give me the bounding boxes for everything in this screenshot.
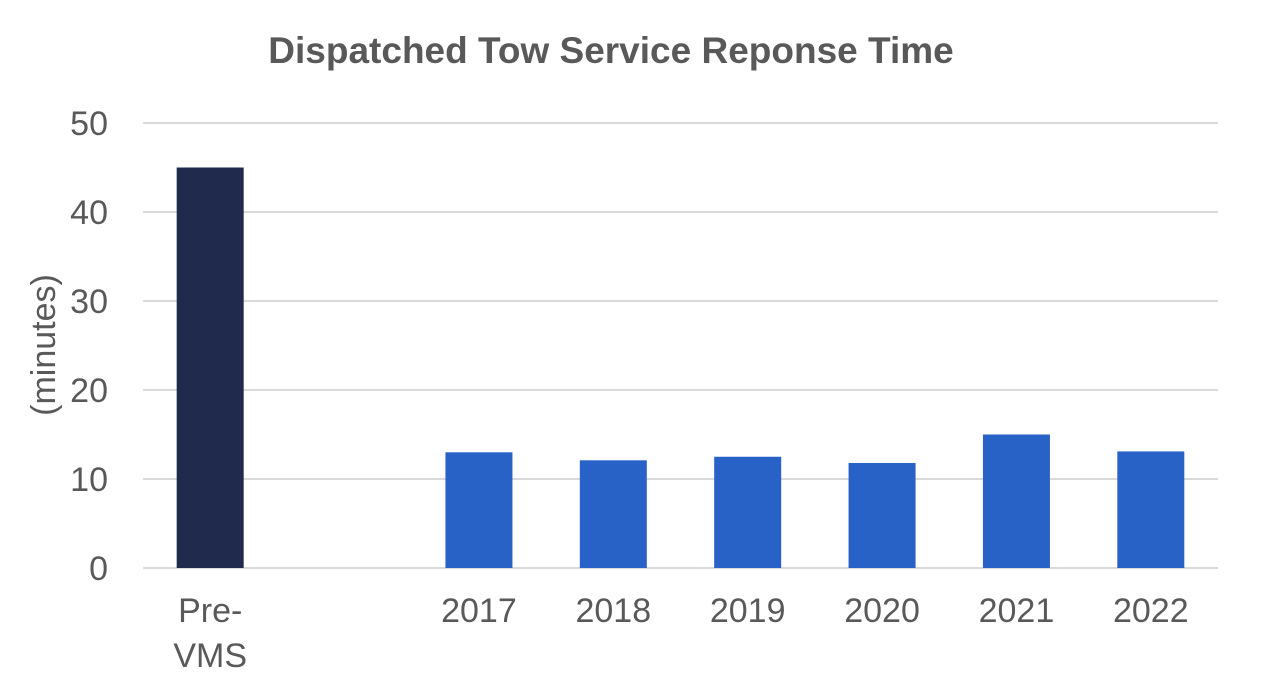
y-tick-label: 10 — [70, 461, 108, 499]
y-tick-label: 20 — [70, 372, 108, 410]
bar-2020 — [848, 462, 916, 568]
chart-title: Dispatched Tow Service Reponse Time — [268, 30, 953, 71]
x-tick-label: 2021 — [979, 592, 1055, 630]
x-tick-label: Pre- — [178, 592, 242, 630]
x-tick-label: 2019 — [710, 592, 786, 630]
gridlines — [143, 122, 1218, 569]
x-tick-label: VMS — [173, 637, 247, 675]
bar-2017 — [445, 452, 513, 568]
y-tick-label: 0 — [89, 550, 108, 588]
y-tick-label: 40 — [70, 194, 108, 232]
x-tick-label: 2022 — [1113, 592, 1189, 630]
x-tick-label: 2018 — [575, 592, 651, 630]
bar-2022 — [1117, 451, 1185, 568]
y-tick-labels: 0 10 20 30 40 50 — [70, 105, 108, 588]
bar-2021 — [982, 434, 1050, 568]
x-tick-labels: Pre- VMS 2017 2018 2019 2020 2021 2022 — [173, 592, 1188, 675]
x-tick-label: 2017 — [441, 592, 517, 630]
bars — [176, 167, 1185, 568]
y-axis-label: (minutes) — [25, 274, 63, 416]
bar-2018 — [579, 460, 647, 568]
x-tick-label: 2020 — [844, 592, 920, 630]
y-tick-label: 50 — [70, 105, 108, 143]
bar-pre-vms — [176, 167, 244, 568]
y-tick-label: 30 — [70, 283, 108, 321]
bar-2019 — [714, 456, 782, 568]
